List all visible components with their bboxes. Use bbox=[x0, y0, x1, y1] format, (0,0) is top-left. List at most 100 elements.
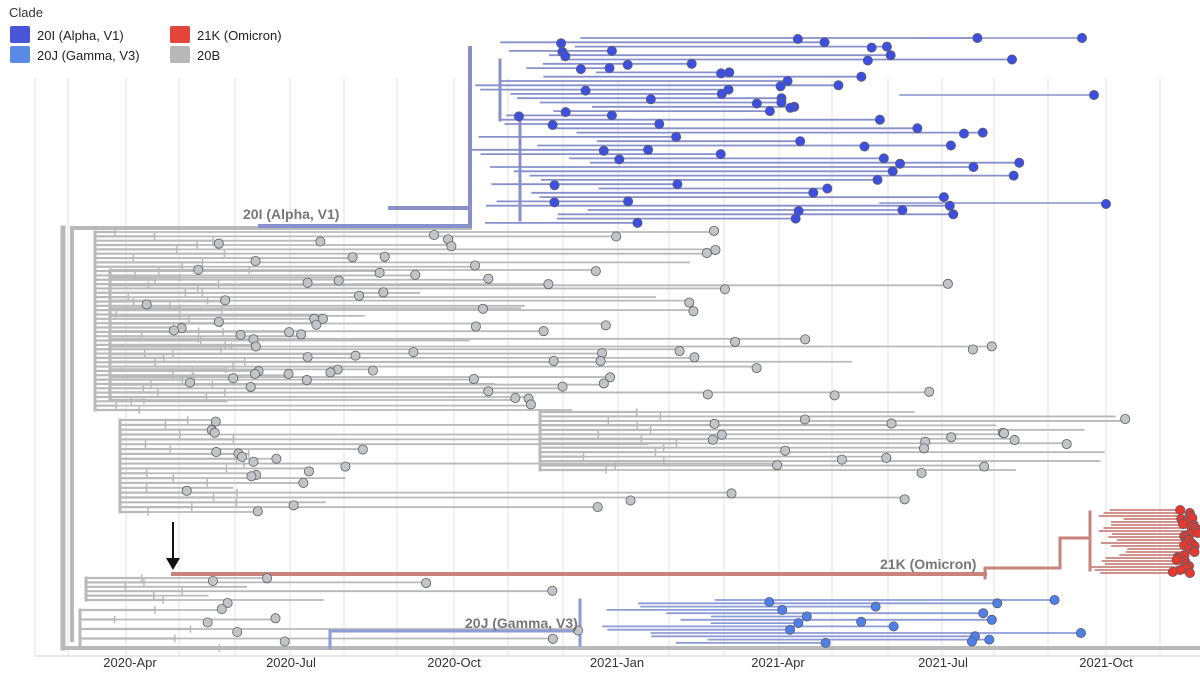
grey-middle-tip bbox=[357, 444, 368, 455]
alpha-tip bbox=[862, 55, 873, 66]
legend-swatch-20b[interactable] bbox=[170, 46, 190, 63]
grey-bottom-tip bbox=[232, 627, 243, 638]
grey-upper-late-tip bbox=[325, 367, 336, 378]
omicron-tip bbox=[1177, 519, 1188, 530]
tick-label-2020-apr: 2020-Apr bbox=[103, 655, 157, 670]
grey-middle-late-tip bbox=[946, 432, 957, 443]
alpha-tip bbox=[751, 98, 762, 109]
grey-upper-tip bbox=[709, 225, 720, 236]
alpha-tip bbox=[938, 192, 949, 203]
grey-upper-tip bbox=[249, 368, 260, 379]
alpha-tip bbox=[912, 123, 923, 134]
tick-label-2021-oct: 2021-Oct bbox=[1079, 655, 1133, 670]
grey-middle-late-tip bbox=[998, 428, 1009, 439]
alpha-tip bbox=[859, 141, 870, 152]
legend-label-20b[interactable]: 20B bbox=[197, 48, 220, 63]
grey-upper-tip bbox=[468, 374, 479, 385]
grey-upper-tip bbox=[235, 329, 246, 340]
tick-label-2021-jul: 2021-Jul bbox=[918, 655, 968, 670]
alpha-tip bbox=[775, 81, 786, 92]
grey-upper-tip bbox=[315, 236, 326, 247]
alpha-tip bbox=[944, 200, 955, 211]
grey-middle-tip bbox=[181, 485, 192, 496]
alpha-tip bbox=[575, 64, 586, 75]
grey-upper-tip bbox=[483, 386, 494, 397]
clade-label-omicron: 21K (Omicron) bbox=[880, 556, 976, 572]
grey-upper-tip bbox=[245, 381, 256, 392]
alpha-tip bbox=[881, 41, 892, 52]
gamma-tip bbox=[986, 614, 997, 625]
grey-upper-tip bbox=[184, 377, 195, 388]
legend-label-gamma[interactable]: 20J (Gamma, V3) bbox=[37, 48, 140, 63]
gamma-tip bbox=[764, 597, 775, 608]
alpha-tip bbox=[792, 34, 803, 45]
grey-upper-late-tip bbox=[730, 336, 741, 347]
grey-middle-late-tip bbox=[918, 443, 929, 454]
grey-middle-late-tip bbox=[916, 467, 927, 478]
grey-middle-late-tip bbox=[836, 454, 847, 465]
grey-middle-tip bbox=[288, 500, 299, 511]
alpha-tip bbox=[716, 88, 727, 99]
alpha-tip bbox=[654, 119, 665, 130]
alpha-tip bbox=[856, 71, 867, 82]
grey-upper-tip bbox=[213, 238, 224, 249]
alpha-tip bbox=[897, 204, 908, 215]
grey-middle-tip bbox=[271, 453, 282, 464]
grey-upper-tip bbox=[702, 389, 713, 400]
alpha-tip bbox=[560, 51, 571, 62]
grey-middle-tip bbox=[625, 495, 636, 506]
alpha-tip bbox=[782, 76, 793, 87]
alpha-tip bbox=[716, 68, 727, 79]
alpha-tip bbox=[513, 111, 524, 122]
grey-upper-tip bbox=[408, 347, 419, 358]
alpha-tip bbox=[958, 128, 969, 139]
grey-middle-tip bbox=[886, 418, 897, 429]
grey-middle-tip bbox=[236, 451, 247, 462]
grey-upper-late-tip bbox=[333, 275, 344, 286]
alpha-tip bbox=[866, 42, 877, 53]
grey-middle-tip bbox=[210, 416, 221, 427]
gamma-tip bbox=[785, 624, 796, 635]
legend-swatch-gamma[interactable] bbox=[10, 46, 30, 63]
legend-label-omicron[interactable]: 21K (Omicron) bbox=[197, 28, 282, 43]
gamma-tip bbox=[1075, 628, 1086, 639]
gamma-tip bbox=[984, 634, 995, 645]
grey-middle-late-tip bbox=[1009, 435, 1020, 446]
grey-middle-late-tip bbox=[881, 452, 892, 463]
tick-label-2021-apr: 2021-Apr bbox=[751, 655, 805, 670]
tick-label-2020-oct: 2020-Oct bbox=[427, 655, 481, 670]
grey-lower-tip bbox=[262, 573, 273, 584]
alpha-tip bbox=[606, 45, 617, 56]
alpha-tip bbox=[671, 131, 682, 142]
alpha-tip bbox=[872, 174, 883, 185]
alpha-tip bbox=[606, 110, 617, 121]
tick-label-2021-jan: 2021-Jan bbox=[590, 655, 644, 670]
grey-upper-late-tip bbox=[684, 297, 695, 308]
gamma-tip bbox=[820, 637, 831, 648]
grey-upper-late-tip bbox=[605, 372, 616, 383]
gamma-tip bbox=[1049, 595, 1060, 606]
gamma-tip bbox=[793, 618, 804, 629]
grey-upper-late-tip bbox=[924, 386, 935, 397]
grey-middle-late-tip bbox=[979, 461, 990, 472]
alpha-tip bbox=[724, 67, 735, 78]
grey-upper-tip bbox=[483, 273, 494, 284]
grey-lower-tip bbox=[207, 576, 218, 587]
x-axis-ticks: 2020-Apr 2020-Jul 2020-Oct 2021-Jan 2021… bbox=[103, 655, 1133, 670]
grey-upper-tip bbox=[543, 279, 554, 290]
alpha-tip bbox=[686, 58, 697, 69]
grey-upper-tip bbox=[302, 277, 313, 288]
omicron-tip bbox=[1189, 547, 1200, 558]
alpha-tip bbox=[1089, 90, 1100, 101]
grey-upper-late-tip bbox=[600, 320, 611, 331]
alpha-tip bbox=[945, 140, 956, 151]
legend-swatch-alpha[interactable] bbox=[10, 26, 30, 43]
alpha-tip bbox=[822, 183, 833, 194]
grey-middle-late-tip bbox=[799, 414, 810, 425]
alpha-tip bbox=[833, 80, 844, 91]
legend-label-alpha[interactable]: 20I (Alpha, V1) bbox=[37, 28, 124, 43]
grey-upper-late-tip bbox=[598, 378, 609, 389]
grey-lower-tip bbox=[421, 577, 432, 588]
gamma-tip bbox=[870, 601, 881, 612]
legend-swatch-omicron[interactable] bbox=[170, 26, 190, 43]
